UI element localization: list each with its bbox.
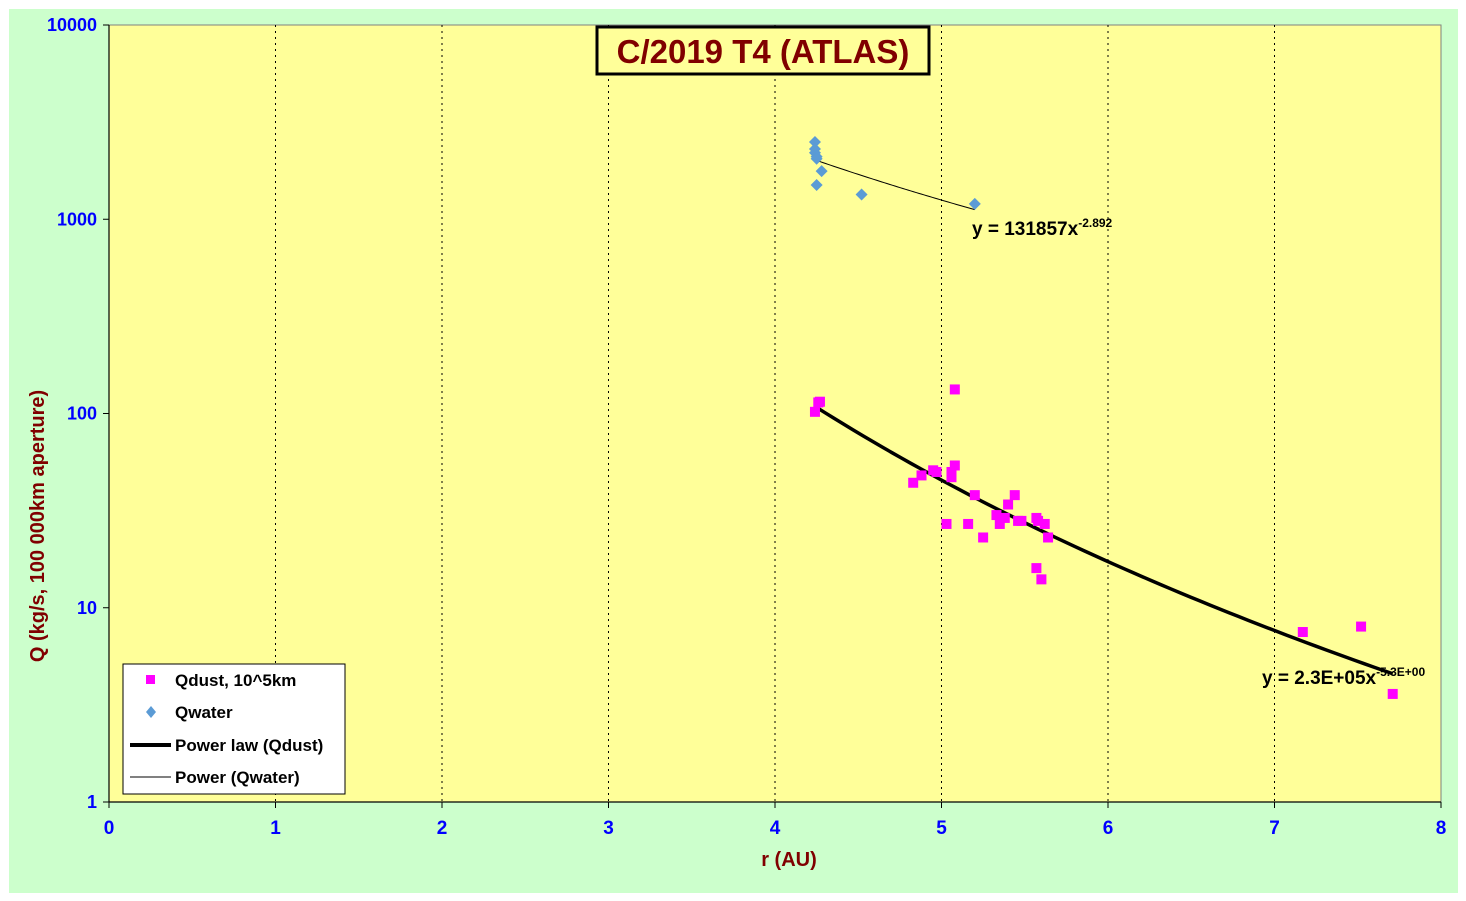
qdust-equation: y = 2.3E+05x-5.3E+00 bbox=[1262, 665, 1425, 689]
qdust-point bbox=[994, 518, 1005, 529]
qdust-point bbox=[1036, 574, 1047, 585]
legend-box bbox=[122, 663, 346, 795]
qdust-equation-exponent: -5.3E+00 bbox=[1376, 665, 1425, 679]
qdust-point bbox=[978, 532, 989, 543]
qdust-point bbox=[963, 518, 974, 529]
qwater-power-trendline bbox=[814, 159, 975, 211]
qdust-point bbox=[908, 477, 919, 488]
data-points bbox=[808, 135, 1398, 699]
x-tick-label: 8 bbox=[1436, 818, 1447, 839]
y-tick-label: 100 bbox=[67, 404, 97, 424]
chart-title: C/2019 T4 (ATLAS) bbox=[617, 33, 910, 70]
qwater-equation-base: y = 131857x bbox=[972, 219, 1079, 240]
legend-qdust-label: Qdust, 10^5km bbox=[175, 671, 296, 690]
qdust-point bbox=[931, 466, 942, 477]
x-tick-label: 1 bbox=[270, 818, 281, 839]
qdust-point bbox=[941, 518, 952, 529]
qdust-point bbox=[1016, 515, 1027, 526]
qdust-point bbox=[1043, 532, 1054, 543]
qdust-point bbox=[949, 384, 960, 395]
x-tick-label: 2 bbox=[437, 818, 448, 839]
qwater-point bbox=[810, 152, 823, 165]
qwater-point bbox=[815, 165, 828, 178]
legend-qwater-marker bbox=[146, 706, 156, 718]
qdust-point bbox=[809, 406, 820, 417]
qdust-point bbox=[1387, 688, 1398, 699]
qdust-point bbox=[1297, 627, 1308, 638]
qwater-equation-exponent: -2.892 bbox=[1078, 216, 1112, 230]
qdust-point bbox=[946, 466, 957, 477]
y-tick-label: 1 bbox=[87, 792, 97, 812]
qdust-point bbox=[1003, 499, 1014, 510]
qdust-point bbox=[1039, 518, 1050, 529]
axes bbox=[103, 24, 1442, 808]
x-tick-label: 7 bbox=[1269, 818, 1280, 839]
trendlines bbox=[814, 159, 1394, 676]
legend-qwater-trend-label: Power (Qwater) bbox=[175, 768, 300, 787]
legend-qwater-label: Qwater bbox=[175, 703, 233, 722]
x-tick-label: 6 bbox=[1103, 818, 1114, 839]
qdust-point bbox=[946, 472, 957, 483]
qwater-equation: y = 131857x-2.892 bbox=[972, 216, 1113, 240]
x-tick-label: 4 bbox=[770, 818, 781, 839]
x-tick-label: 5 bbox=[936, 818, 947, 839]
qdust-point bbox=[916, 470, 927, 481]
qdust-point bbox=[991, 510, 1002, 521]
y-tick-label: 10 bbox=[77, 598, 97, 618]
qdust-point bbox=[1356, 621, 1367, 632]
qwater-point bbox=[968, 197, 981, 210]
qwater-point bbox=[855, 188, 868, 201]
qdust-power-trendline bbox=[814, 404, 1394, 676]
x-tick-label: 3 bbox=[603, 818, 614, 839]
qdust-point bbox=[814, 396, 825, 407]
x-tick-label: 0 bbox=[104, 818, 115, 839]
y-axis-title: Q (kg/s, 100 000km aperture) bbox=[27, 390, 49, 662]
x-axis-title: r (AU) bbox=[761, 849, 817, 871]
legend-qdust-marker bbox=[146, 675, 155, 684]
y-tick-label: 1000 bbox=[57, 209, 97, 229]
y-tick-label: 10000 bbox=[47, 15, 97, 35]
qwater-point bbox=[810, 179, 823, 192]
qdust-point bbox=[1009, 490, 1020, 501]
qdust-point bbox=[949, 460, 960, 471]
qdust-point bbox=[969, 490, 980, 501]
qdust-point bbox=[1033, 515, 1044, 526]
chart-title-box bbox=[595, 25, 931, 76]
qdust-point bbox=[999, 512, 1010, 523]
qdust-equation-base: y = 2.3E+05x bbox=[1262, 668, 1377, 689]
legend-qdust-trend-label: Power law (Qdust) bbox=[175, 736, 323, 755]
qwater-point bbox=[808, 135, 821, 148]
qdust-point bbox=[1031, 563, 1042, 574]
legend: Qdust, 10^5km Qwater Power law (Qdust) P… bbox=[122, 663, 346, 795]
